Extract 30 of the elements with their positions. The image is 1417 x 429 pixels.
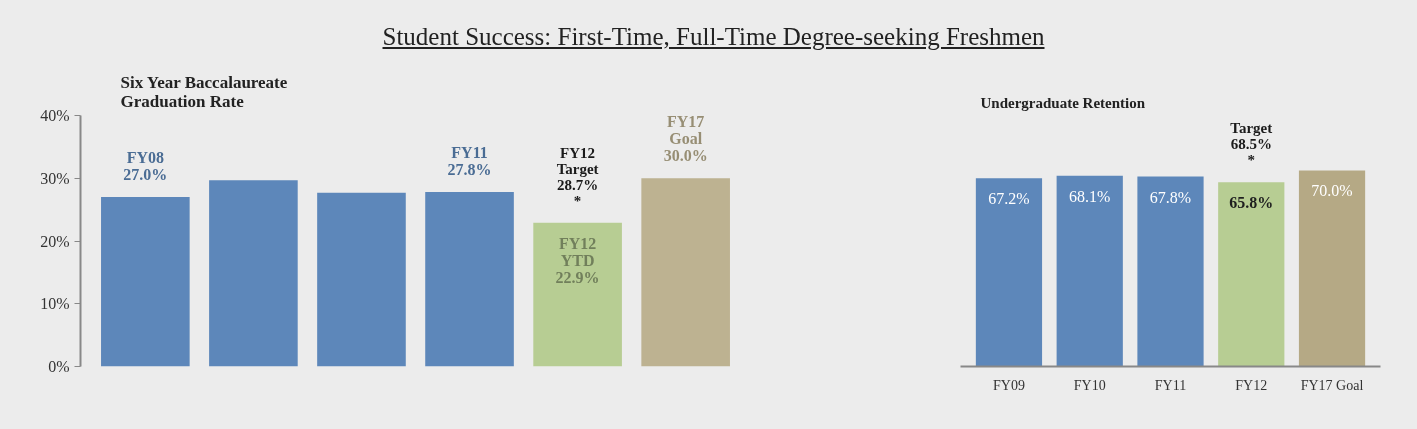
data-label: 70.0%	[1311, 182, 1353, 200]
data-label: FY08 27.0%	[123, 149, 168, 184]
data-label: FY11 27.8%	[447, 144, 492, 179]
bar	[641, 178, 730, 367]
x-tick-label: FY11	[1154, 377, 1187, 393]
x-tick-label: FY12	[1235, 377, 1268, 393]
text: Target 68.5% *	[1230, 120, 1273, 169]
y-tick-label: 30%	[40, 169, 70, 187]
bar	[209, 180, 298, 367]
x-tick-label: FY17 Goal	[1300, 377, 1364, 393]
data-label: 67.8%	[1149, 188, 1192, 206]
bar	[533, 222, 622, 367]
text: Student Success: First-Time, Full-Time Degree-seeking Freshmen	[382, 22, 1045, 52]
y-tick-label: 20%	[40, 232, 70, 250]
x-tick-label: FY09	[993, 377, 1025, 393]
data-label: 68.1%	[1069, 187, 1111, 205]
chart-title: Undergraduate Retention	[980, 94, 1146, 111]
bar	[101, 197, 190, 367]
data-label: 65.8%	[1229, 194, 1274, 212]
chart-title: Six Year Baccalaureate Graduation Rate	[120, 72, 288, 111]
data-label: FY17 Goal 30.0%	[663, 113, 708, 165]
data-label: FY12 YTD 22.9%	[555, 234, 600, 286]
data-label: 67.2%	[988, 190, 1030, 208]
y-tick-label: 10%	[40, 295, 70, 313]
y-tick-label: 40%	[40, 107, 70, 124]
bar	[425, 192, 514, 367]
annotation: FY12 Target 28.7% *	[556, 144, 599, 209]
bar	[317, 192, 406, 367]
x-tick-label: FY10	[1073, 377, 1106, 393]
y-tick-label: 0%	[48, 358, 70, 375]
